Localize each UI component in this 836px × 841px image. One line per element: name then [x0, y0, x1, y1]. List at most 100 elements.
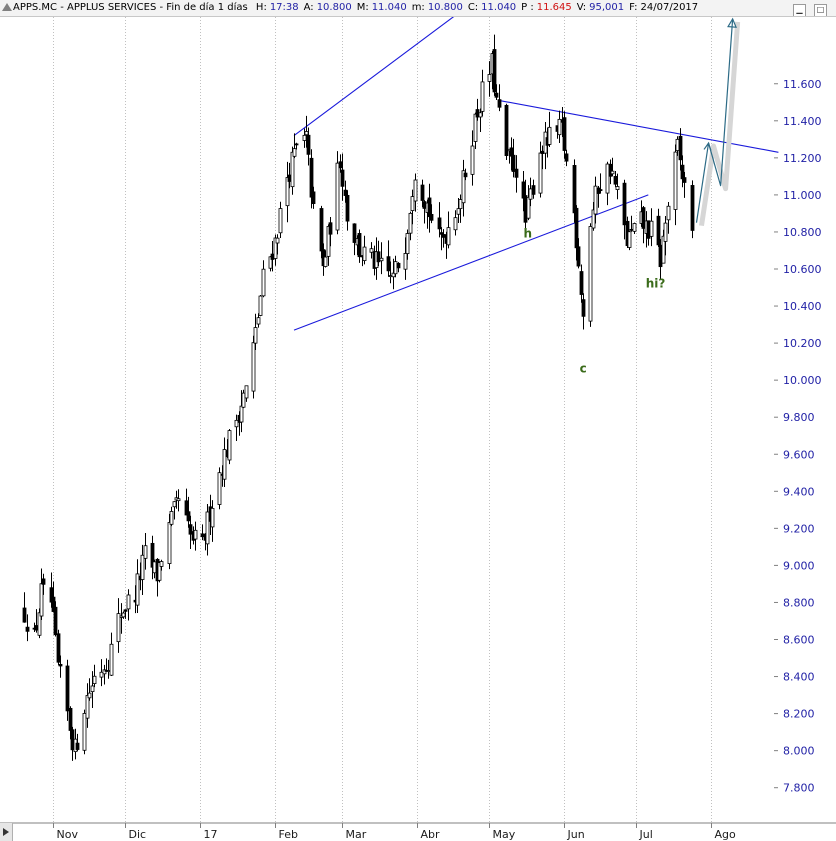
candle: [362, 235, 367, 265]
candle: [673, 144, 678, 226]
candle: [557, 110, 562, 144]
candles: [22, 34, 695, 761]
play-icon: [3, 828, 9, 836]
candle: [492, 34, 497, 96]
candle: [285, 161, 290, 223]
candle: [403, 237, 408, 280]
arrowhead-icon: [727, 17, 737, 28]
candle: [446, 211, 451, 249]
candle: [159, 559, 164, 571]
candle: [480, 69, 485, 117]
candle: [335, 151, 340, 235]
candle: [632, 222, 637, 234]
candle: [176, 489, 181, 512]
candle: [531, 179, 536, 199]
quote-field-value: 11.040: [371, 2, 407, 13]
quote-field-value: 11.645: [536, 2, 572, 13]
candle: [140, 544, 145, 596]
candle: [487, 61, 492, 97]
y-tick-label: 8.600: [783, 634, 815, 647]
y-tick-label: 10.200: [783, 337, 822, 350]
trendline-resistance[interactable]: [498, 99, 779, 153]
quote-field-value: 95,001: [589, 2, 625, 13]
candle: [75, 733, 80, 752]
candle: [328, 217, 333, 247]
candle: [217, 467, 222, 510]
quote-field-label: C:: [467, 2, 479, 13]
candle: [470, 130, 475, 186]
collapse-icon[interactable]: [2, 3, 12, 11]
candle: [244, 385, 249, 402]
candle: [405, 229, 410, 260]
candle: [239, 390, 244, 433]
candle: [641, 205, 646, 244]
candle: [319, 205, 324, 259]
candle: [251, 335, 256, 399]
candle: [258, 294, 263, 317]
quote-field-value: 10.800: [316, 2, 352, 13]
candle: [256, 313, 261, 328]
y-tick-label: 11.200: [783, 152, 822, 165]
candle: [22, 592, 27, 623]
candle: [169, 506, 174, 527]
projection: [695, 17, 741, 227]
candle: [574, 205, 579, 261]
y-tick-label: 9.000: [783, 559, 815, 572]
projection-path[interactable]: [695, 18, 734, 223]
y-tick-label: 9.600: [783, 448, 815, 461]
wave-annotation: h: [524, 227, 533, 241]
y-tick-label: 11.000: [783, 189, 822, 202]
candle: [85, 683, 90, 728]
candle: [576, 238, 581, 269]
candle: [396, 262, 401, 273]
candle: [497, 84, 502, 112]
candle: [453, 210, 458, 236]
maximize-icon[interactable]: □: [814, 4, 827, 16]
y-tick-label: 11.400: [783, 115, 822, 128]
candle: [379, 242, 384, 275]
candle: [413, 173, 418, 212]
candle: [340, 153, 345, 201]
candle: [610, 157, 615, 177]
candle: [41, 573, 46, 595]
candle: [680, 155, 685, 188]
candle: [188, 515, 193, 550]
candle: [526, 185, 531, 221]
candle: [357, 229, 362, 263]
candle: [504, 103, 509, 160]
scroll-left-button[interactable]: [0, 823, 13, 841]
candle: [123, 609, 128, 619]
trendline-channel-lower[interactable]: [293, 194, 649, 331]
candle: [572, 159, 577, 223]
y-tick-label: 9.800: [783, 411, 815, 424]
x-tick-label: May: [493, 828, 516, 841]
x-tick-label: Feb: [279, 828, 298, 841]
x-tick-label: Mar: [346, 828, 367, 841]
y-tick-label: 8.800: [783, 596, 815, 609]
candle: [222, 437, 227, 488]
candle: [306, 127, 311, 166]
candle: [538, 141, 543, 198]
quote-field-label: V:: [576, 2, 587, 13]
minimize-icon[interactable]: ▁: [793, 4, 806, 16]
candle: [649, 208, 654, 247]
y-tick-label: 8.000: [783, 745, 815, 758]
quote-field-value: 17:38: [269, 2, 299, 13]
mid-arrowhead-icon: [703, 141, 712, 151]
trendline-channel-upper[interactable]: [293, 0, 692, 137]
y-tick-label: 9.400: [783, 485, 815, 498]
candle: [65, 659, 70, 721]
candle: [369, 242, 374, 259]
candle: [135, 559, 140, 613]
candle: [56, 629, 61, 666]
x-tick-label: Abr: [421, 828, 441, 841]
candle: [690, 180, 695, 239]
candle: [588, 223, 593, 327]
y-tick-label: 10.600: [783, 263, 822, 276]
quote-field-label: P :: [521, 2, 534, 13]
window-controls: ▁ □: [790, 2, 832, 16]
candle: [241, 389, 246, 409]
y-tick-label: 11.600: [783, 78, 822, 91]
candle: [157, 561, 162, 583]
x-tick-label: 17: [204, 828, 218, 841]
